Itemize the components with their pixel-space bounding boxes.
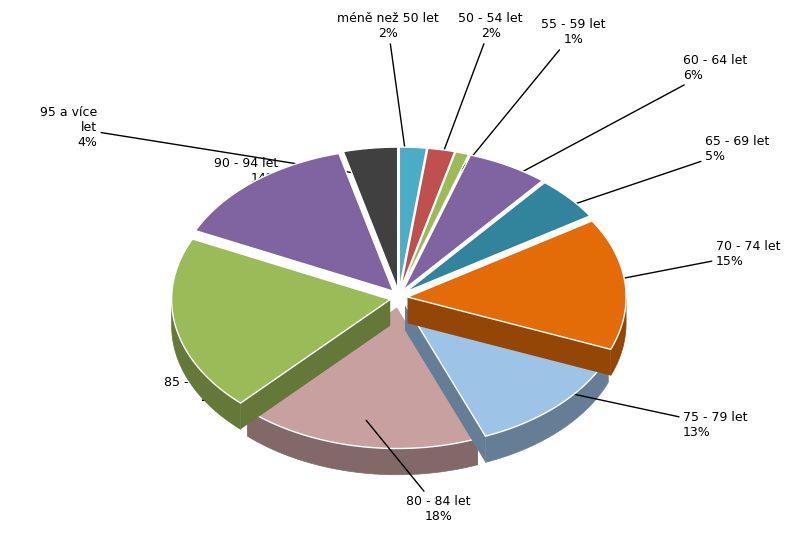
Text: 70 - 74 let
15%: 70 - 74 let 15% (584, 240, 781, 286)
Polygon shape (397, 306, 478, 465)
Text: 60 - 64 let
6%: 60 - 64 let 6% (490, 54, 747, 189)
Text: méně než 50 let
2%: méně než 50 let 2% (337, 12, 439, 180)
Polygon shape (172, 300, 240, 429)
Polygon shape (196, 153, 393, 291)
Polygon shape (403, 155, 543, 290)
Text: 65 - 69 let
5%: 65 - 69 let 5% (539, 135, 769, 216)
Polygon shape (400, 147, 427, 289)
Text: 55 - 59 let
1%: 55 - 59 let 1% (449, 19, 606, 185)
Polygon shape (405, 304, 486, 463)
Polygon shape (248, 410, 478, 475)
Polygon shape (344, 147, 398, 289)
Polygon shape (610, 298, 626, 375)
Polygon shape (405, 304, 608, 436)
Polygon shape (248, 306, 478, 449)
Text: 80 - 84 let
18%: 80 - 84 let 18% (366, 420, 471, 523)
Text: 75 - 79 let
13%: 75 - 79 let 13% (531, 385, 747, 439)
Text: 90 - 94 let
14%: 90 - 94 let 14% (214, 157, 280, 201)
Polygon shape (407, 221, 626, 349)
Polygon shape (240, 300, 390, 429)
Polygon shape (401, 152, 469, 289)
Polygon shape (486, 357, 608, 463)
Polygon shape (407, 297, 610, 375)
Text: 85 - 89 let
20%: 85 - 89 let 20% (164, 323, 229, 404)
Text: 50 - 54 let
2%: 50 - 54 let 2% (432, 12, 523, 182)
Polygon shape (400, 148, 455, 289)
Polygon shape (248, 306, 397, 436)
Polygon shape (172, 239, 390, 403)
Text: 95 a více
let
4%: 95 a více let 4% (40, 106, 373, 176)
Polygon shape (405, 183, 590, 292)
Polygon shape (405, 304, 608, 383)
